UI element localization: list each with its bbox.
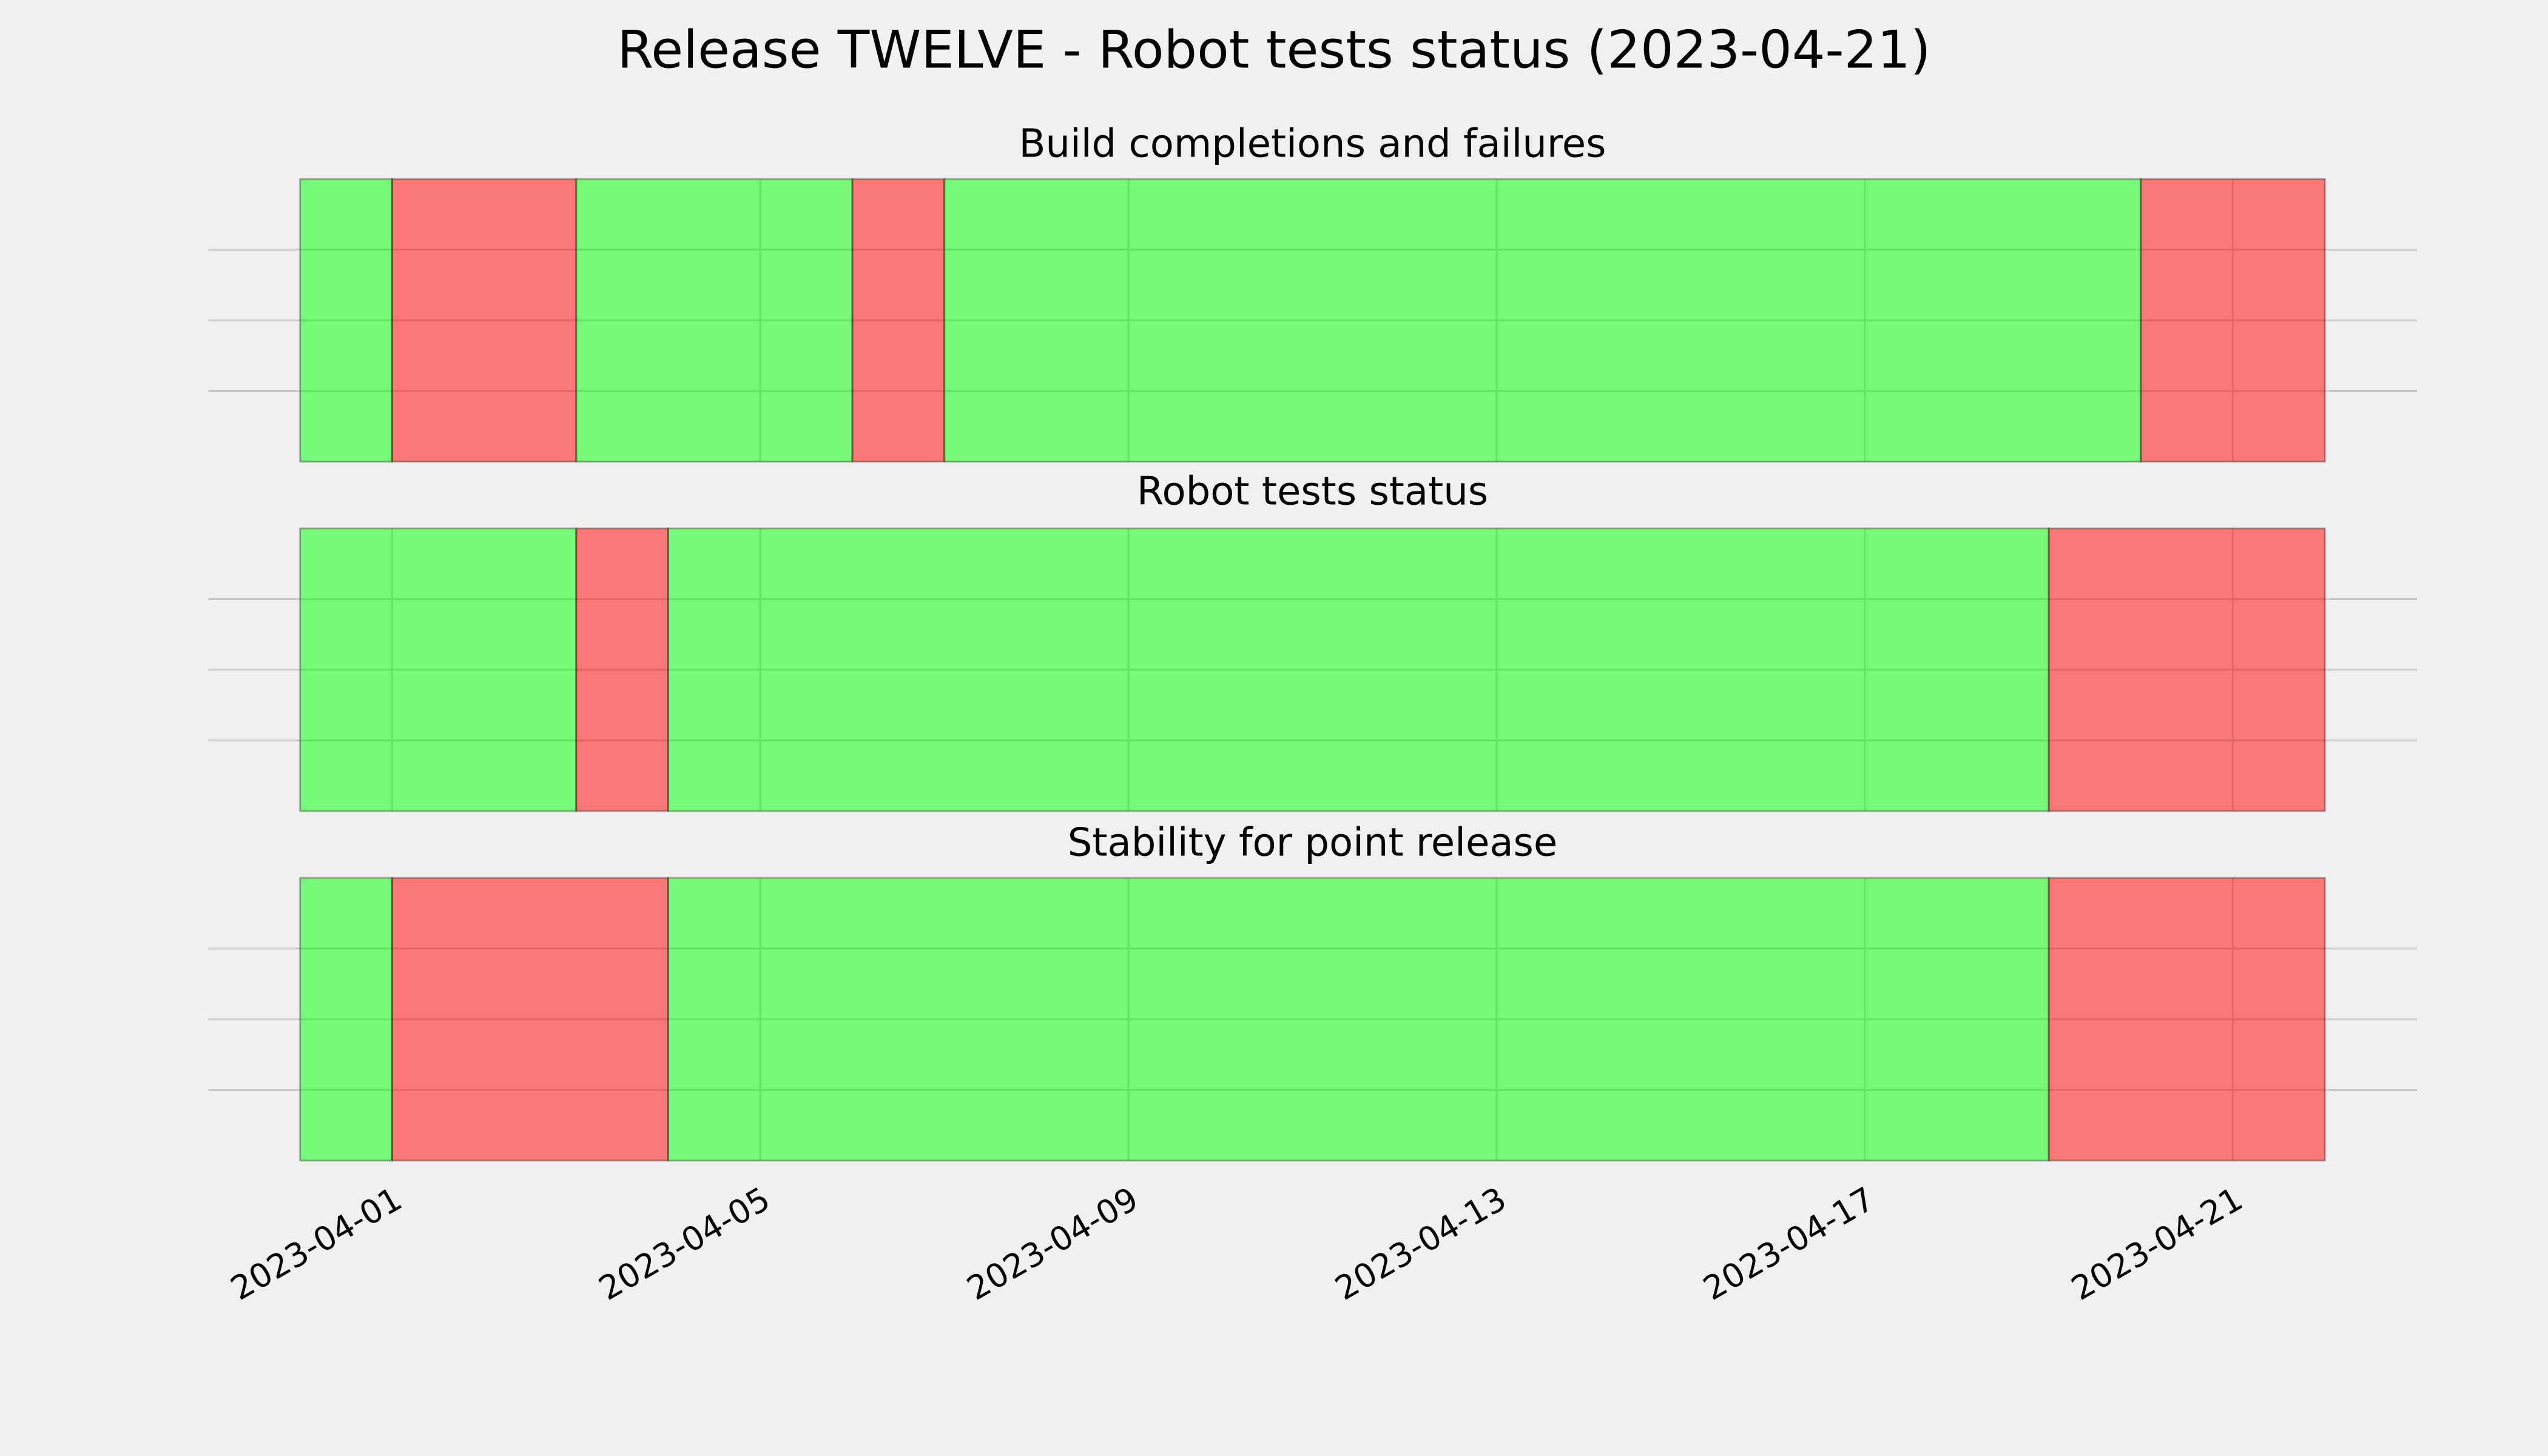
status-span [2048, 527, 2326, 812]
status-span [391, 877, 670, 1162]
subplot-title: Stability for point release [1068, 821, 1558, 866]
status-span [299, 877, 393, 1162]
subplot-title: Build completions and failures [1019, 122, 1606, 167]
status-span [299, 178, 393, 463]
subplot: Build completions and failures [208, 122, 2417, 463]
figure-title: Release TWELVE - Robot tests status (202… [617, 19, 1930, 80]
subplot-title: Robot tests status [1137, 470, 1488, 514]
status-span [943, 178, 2142, 463]
status-span [391, 178, 578, 463]
status-span [299, 527, 578, 812]
status-span [575, 178, 854, 463]
status-span [667, 527, 2050, 812]
status-span [575, 527, 670, 812]
status-span [2048, 877, 2326, 1162]
status-span [851, 178, 946, 463]
subplot: Robot tests status [208, 470, 2417, 812]
status-span [2140, 178, 2326, 463]
status-span [667, 877, 2050, 1162]
